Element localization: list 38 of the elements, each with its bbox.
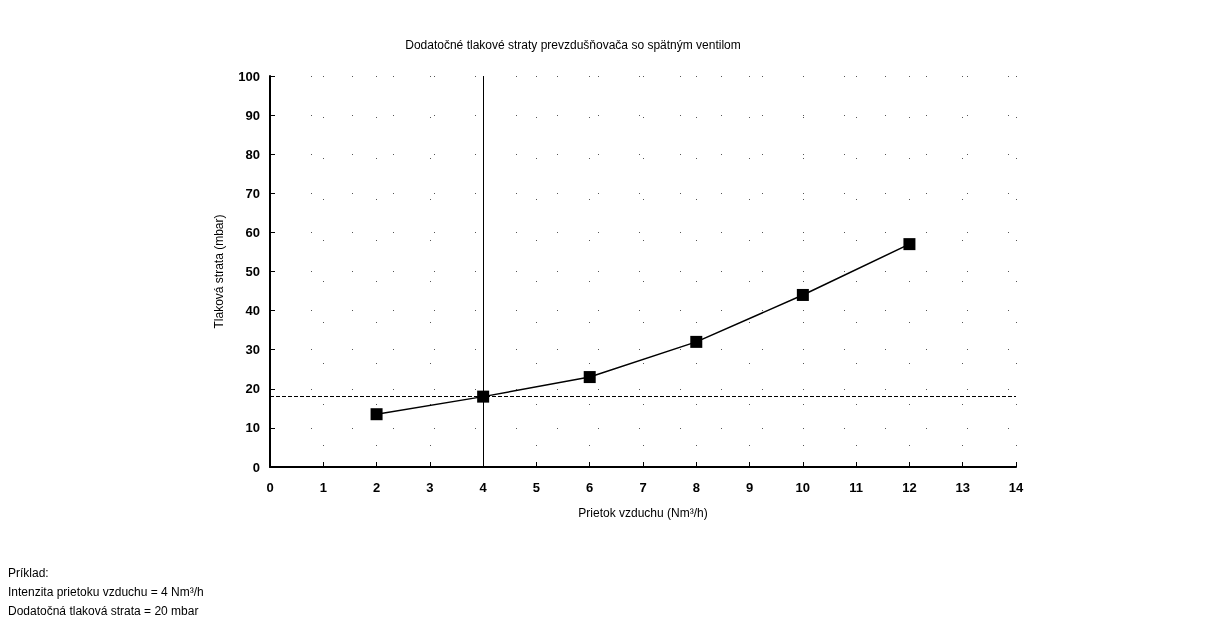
y-tick-label: 20 [245, 381, 260, 397]
x-tick-label: 9 [745, 480, 754, 495]
y-tick-label: 50 [245, 264, 260, 279]
x-tick-label: 0 [266, 480, 274, 495]
text: Príklad: [8, 566, 49, 580]
y-tick-label: 80 [245, 146, 260, 162]
x-tick-label: 10 [795, 480, 811, 495]
point [477, 390, 490, 403]
x-tick-label: 3 [426, 480, 434, 495]
x-tick-label: 6 [586, 480, 594, 495]
y-tick-label: 30 [245, 342, 260, 358]
point [796, 288, 809, 301]
x-tick-label: 1 [319, 480, 327, 495]
point [583, 371, 596, 384]
text: Dodatočná tlaková strata = 20 mbar [8, 604, 199, 618]
x-tick-label: 4 [479, 480, 488, 495]
x-axis-title: Prietok vzduchu (Nm³/h) [578, 506, 708, 520]
x-tick-label: 13 [955, 480, 970, 495]
y-tick-label: 100 [238, 68, 260, 84]
point [370, 408, 383, 421]
y-tick-label: 40 [245, 303, 260, 319]
y-tick-label: 70 [245, 185, 260, 201]
y-tick-label: 90 [245, 107, 260, 123]
x-tick-label: 5 [532, 480, 541, 495]
x-tick-label: 11 [849, 480, 864, 495]
chart-title: Dodatočné tlakové straty prevzdušňovača so spätným ventilom [405, 38, 741, 52]
x-tick-label: 8 [692, 480, 700, 495]
text: Intenzita prietoku vzduchu = 4 Nm³/h [8, 585, 204, 599]
y-tick-label: 10 [245, 420, 260, 436]
x-tick-label: 14 [1008, 480, 1024, 495]
y-tick-label: 60 [245, 224, 260, 240]
point [690, 335, 703, 348]
x-tick-label: 2 [372, 480, 381, 495]
y-axis-title: Tlaková strata (mbar) [212, 214, 226, 329]
x-tick-label: 7 [639, 480, 647, 495]
y-tick-label: 0 [252, 459, 260, 475]
x-tick-label: 12 [902, 480, 917, 495]
point [903, 238, 916, 251]
